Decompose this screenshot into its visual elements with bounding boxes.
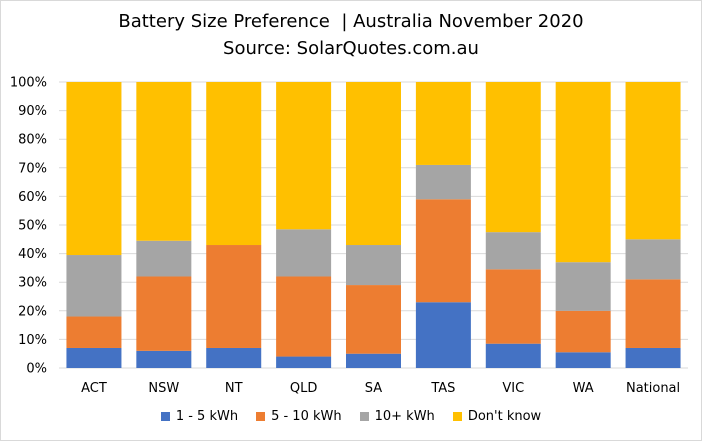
bar-segment [346, 285, 401, 354]
bar-segment [136, 276, 192, 351]
bar-segment [66, 82, 122, 256]
bar-segment [276, 229, 332, 277]
legend-label: Don't know [467, 409, 542, 424]
bar-segment [415, 302, 471, 368]
bar-segment [485, 232, 541, 270]
y-tick-label: 90% [18, 104, 47, 119]
legend-label: 1 - 5 kWh [175, 409, 239, 424]
legend-label: 5 - 10 kWh [271, 409, 342, 424]
bar-segment [415, 164, 471, 200]
chart-title: Battery Size Preference | Australia Nove… [118, 11, 584, 32]
bar-segment [206, 245, 262, 348]
y-tick-label: 50% [18, 219, 47, 234]
x-tick-label: National [626, 381, 680, 396]
chart-subtitle: Source: SolarQuotes.com.au [223, 38, 479, 59]
legend-swatch [452, 412, 462, 421]
bar-segment [66, 347, 122, 368]
y-tick-label: 10% [18, 333, 47, 348]
legend-swatch [256, 412, 266, 421]
legend-item: 1 - 5 kWh [160, 409, 239, 424]
x-tick-label: TAS [430, 381, 455, 396]
legend-item: Don't know [452, 409, 542, 424]
x-tick-label: ACT [81, 381, 107, 396]
bar-segment [625, 279, 681, 348]
bar-segment [555, 82, 611, 263]
bar-segment [555, 310, 611, 353]
y-tick-label: 60% [18, 190, 47, 205]
legend-label: 10+ kWh [374, 409, 435, 424]
y-tick-label: 0% [26, 362, 47, 377]
legend: 1 - 5 kWh 5 - 10 kWh 10+ kWh Don't know [1, 409, 701, 424]
legend-swatch [160, 412, 170, 421]
y-tick-label: 70% [18, 161, 47, 176]
bar-segment [276, 356, 332, 368]
bar-segment [415, 82, 471, 165]
bar-segment [625, 347, 681, 368]
bar-segment [485, 269, 541, 344]
bar-segment [66, 255, 122, 317]
x-tick-label: VIC [502, 381, 524, 396]
bar-segment [136, 350, 192, 368]
y-tick-label: 100% [10, 76, 47, 91]
legend-item: 10+ kWh [359, 409, 435, 424]
legend-swatch [359, 412, 369, 421]
bar-segment [136, 240, 192, 277]
legend-item: 5 - 10 kWh [256, 409, 342, 424]
y-tick-label: 80% [18, 133, 47, 148]
bar-segment [276, 82, 332, 230]
bar-segment [555, 262, 611, 311]
bar-segment [66, 316, 122, 348]
bar-segment [276, 276, 332, 357]
x-tick-label: NT [225, 381, 243, 396]
bar-segment [625, 239, 681, 280]
bar-segment [555, 352, 611, 368]
bar-segment [485, 343, 541, 368]
x-tick-label: QLD [290, 381, 318, 396]
y-tick-label: 40% [18, 247, 47, 262]
x-tick-label: SA [365, 381, 382, 396]
bar-segment [346, 82, 401, 246]
bar-segment [136, 82, 192, 241]
bar-segment [485, 82, 541, 233]
bar-segment [346, 353, 401, 368]
y-tick-label: 30% [18, 276, 47, 291]
bar-segment [346, 245, 401, 286]
x-tick-label: NSW [148, 381, 179, 396]
bar-segment [625, 82, 681, 240]
bar-segment [206, 82, 262, 246]
bar-segment [415, 199, 471, 303]
y-tick-label: 20% [18, 304, 47, 319]
bar-segment [206, 347, 262, 368]
x-tick-label: WA [573, 381, 594, 396]
